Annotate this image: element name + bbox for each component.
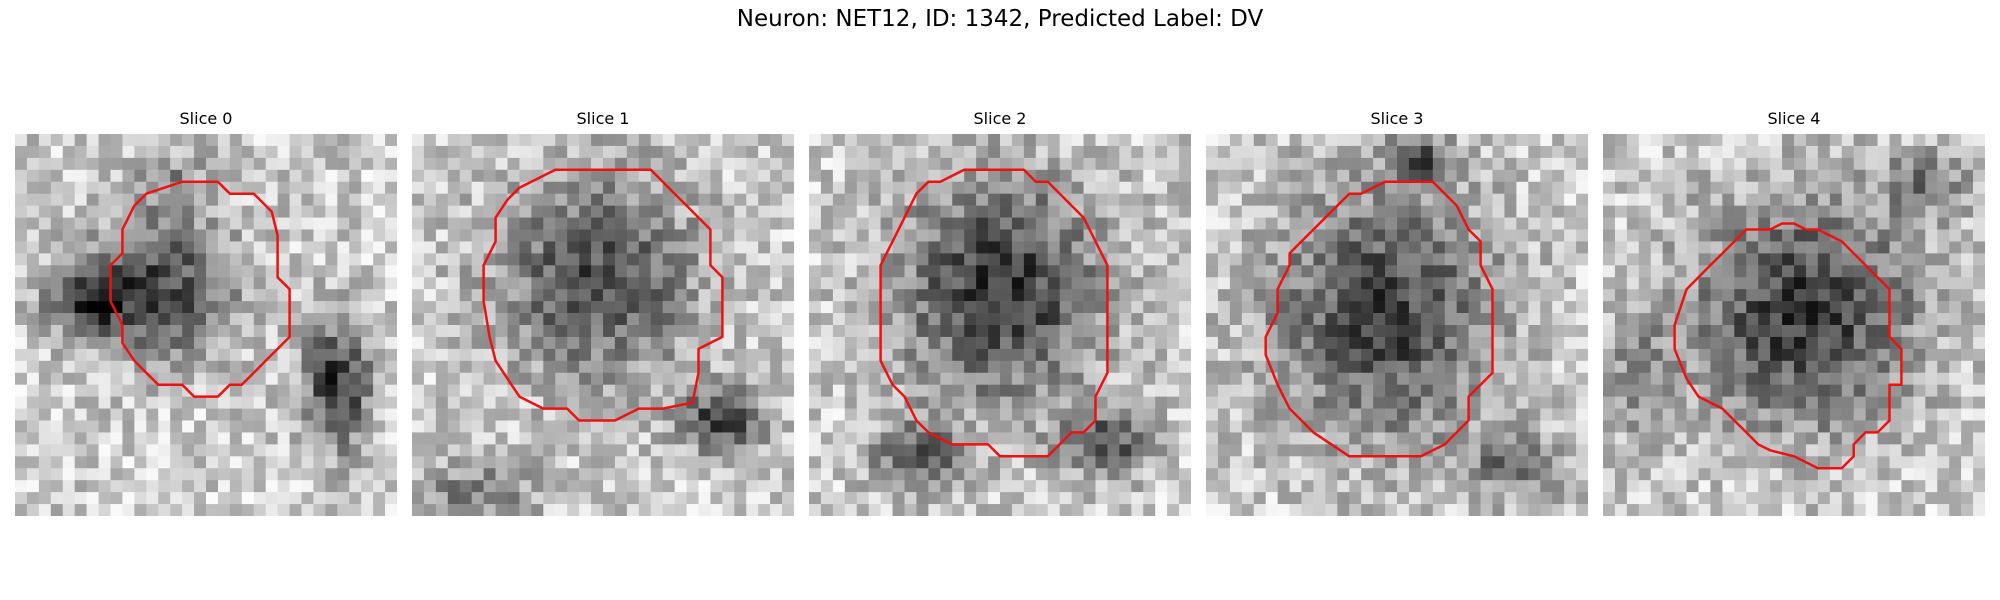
slice-image	[15, 134, 397, 516]
pixel-grid	[1603, 134, 1985, 516]
pixel-grid	[412, 134, 794, 516]
slice-panel-0: Slice 0	[15, 108, 397, 516]
slice-panel-4: Slice 4	[1603, 108, 1985, 516]
slice-image	[412, 134, 794, 516]
figure-title: Neuron: NET12, ID: 1342, Predicted Label…	[736, 6, 1264, 32]
slice-title: Slice 3	[1370, 109, 1424, 128]
slice-image	[809, 134, 1191, 516]
slice-title: Slice 0	[179, 109, 233, 128]
slice-panel-1: Slice 1	[412, 108, 794, 516]
slice-title: Slice 2	[973, 109, 1027, 128]
slice-image	[1206, 134, 1588, 516]
slice-image	[1603, 134, 1985, 516]
pixel-grid	[15, 134, 397, 516]
slice-title: Slice 4	[1767, 109, 1821, 128]
slice-panel-3: Slice 3	[1206, 108, 1588, 516]
neuron-contour	[109, 180, 291, 398]
slice-title: Slice 1	[576, 109, 630, 128]
pixel-grid	[1206, 134, 1588, 516]
neuron-contour	[1264, 180, 1494, 458]
pixel-grid	[809, 134, 1191, 516]
slice-panel-2: Slice 2	[809, 108, 1191, 516]
neuron-contour	[482, 168, 724, 422]
neuron-contour	[879, 168, 1109, 458]
neuron-contour	[1673, 222, 1903, 470]
